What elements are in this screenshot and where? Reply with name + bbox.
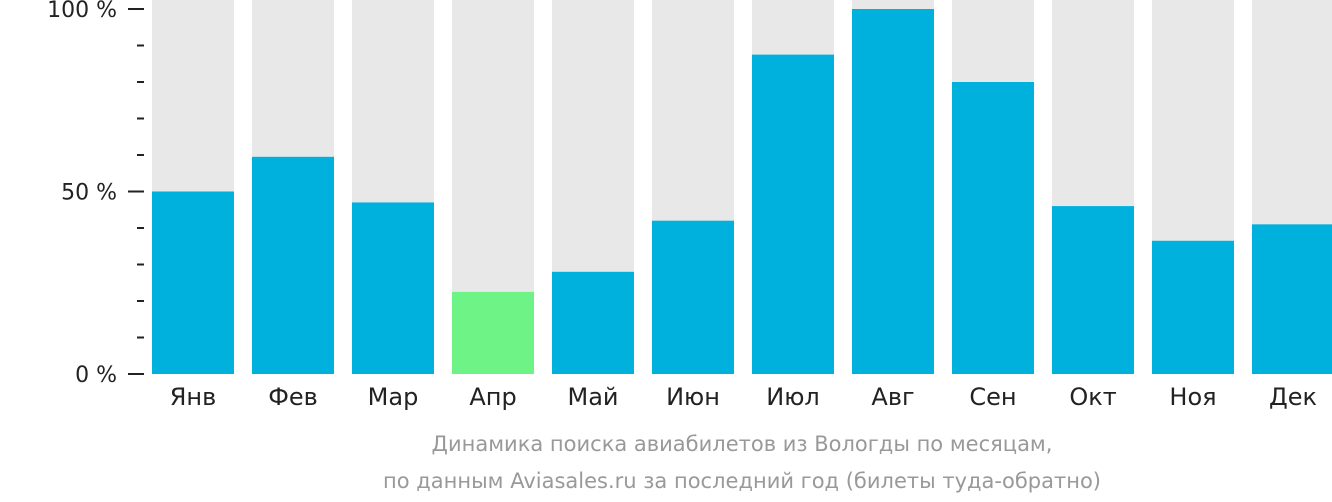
bar-month-5[interactable]	[552, 271, 634, 374]
bars	[152, 9, 1332, 374]
bar-month-2[interactable]	[252, 156, 334, 374]
bar-month-10[interactable]	[1052, 206, 1134, 374]
x-tick-label-month-1: Янв	[170, 383, 217, 411]
x-tick-label-month-8: Авг	[871, 383, 914, 411]
x-tick-label-month-3: Мар	[368, 383, 419, 411]
y-axis: 0 % 50 % 100 %	[47, 0, 144, 388]
x-tick-label-month-10: Окт	[1069, 383, 1116, 411]
chart-caption-line-1: Динамика поиска авиабилетов из Вологды п…	[432, 432, 1053, 456]
bar-month-6[interactable]	[652, 220, 734, 374]
x-tick-label-month-11: Ноя	[1169, 383, 1216, 411]
bar-month-12[interactable]	[1252, 224, 1332, 374]
x-tick-label-month-7: Июл	[766, 383, 820, 411]
y-tick-label-50: 50 %	[61, 181, 117, 206]
x-tick-label-month-4: Апр	[469, 383, 516, 411]
bar-month-9[interactable]	[952, 82, 1034, 374]
bar-month-8[interactable]	[852, 9, 934, 374]
bar-month-4[interactable]	[452, 291, 534, 374]
bar-month-11[interactable]	[1152, 240, 1234, 374]
x-tick-label-month-9: Сен	[969, 383, 1016, 411]
x-axis-labels: Янв Фев Мар Апр Май Июн Июл Авг Сен Окт Ноя Дек	[170, 383, 1317, 411]
y-tick-label-0: 0 %	[75, 363, 117, 388]
bar-month-3[interactable]	[352, 202, 434, 374]
x-tick-label-month-12: Дек	[1269, 383, 1317, 411]
bar-month-7[interactable]	[752, 54, 834, 374]
x-tick-label-month-6: Июн	[666, 383, 720, 411]
x-tick-label-month-2: Фев	[268, 383, 318, 411]
y-tick-label-100: 100 %	[47, 0, 117, 23]
chart-caption-line-2: по данным Aviasales.ru за последний год …	[383, 469, 1101, 493]
bar-month-1[interactable]	[152, 191, 234, 375]
x-tick-label-month-5: Май	[567, 383, 618, 411]
